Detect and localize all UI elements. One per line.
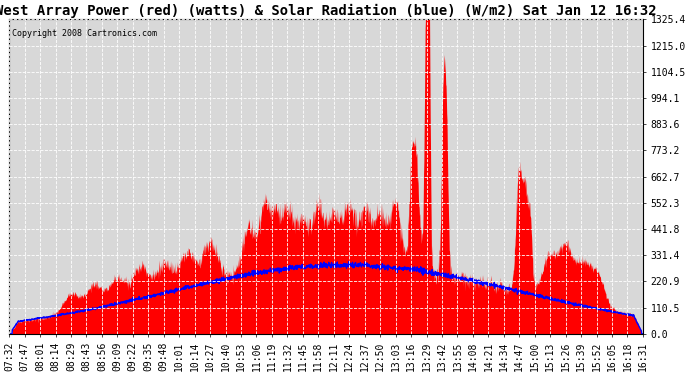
Title: West Array Power (red) (watts) & Solar Radiation (blue) (W/m2) Sat Jan 12 16:32: West Array Power (red) (watts) & Solar R… (0, 4, 657, 18)
Text: Copyright 2008 Cartronics.com: Copyright 2008 Cartronics.com (12, 29, 157, 38)
